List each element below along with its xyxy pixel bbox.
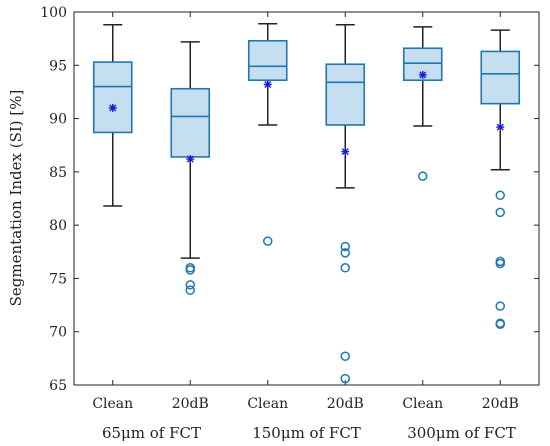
iqr-box <box>325 63 366 126</box>
iqr-box <box>170 87 211 158</box>
outlier-point <box>495 301 505 311</box>
outlier-point <box>418 171 428 181</box>
mean-marker <box>186 155 195 164</box>
y-tick-label: 100 <box>40 5 67 21</box>
box-5 <box>402 26 443 181</box>
y-axis: 65 70 75 80 85 90 95 100 <box>40 5 539 394</box>
y-tick-label: 70 <box>49 325 67 341</box>
box-6 <box>480 29 521 330</box>
x-tick-label: 20dB <box>327 396 364 412</box>
y-tick-label: 80 <box>49 218 67 234</box>
x-tick-label: Clean <box>247 396 288 412</box>
x-tick-label: 20dB <box>482 396 519 412</box>
outlier-point <box>340 241 350 252</box>
outlier-point <box>495 319 505 330</box>
mean-marker <box>341 147 350 156</box>
group-labels: 65μm of FCT 150μm of FCT 300μm of FCT <box>102 424 516 442</box>
iqr-box <box>480 50 521 105</box>
outlier-point <box>185 280 195 290</box>
x-axis: Clean 20dB Clean 20dB Clean 20dB <box>92 12 519 412</box>
group-label: 65μm of FCT <box>102 424 201 442</box>
mean-marker <box>263 80 272 89</box>
mean-marker <box>418 70 427 79</box>
outlier-point <box>340 248 350 258</box>
y-axis-label: Segmentation Index (SI) [%] <box>7 90 25 307</box>
y-tick-label: 90 <box>49 112 67 128</box>
mean-stroke <box>419 71 427 79</box>
outlier-point <box>263 236 273 246</box>
y-tick-label: 95 <box>49 58 67 74</box>
mean-marker <box>108 103 117 112</box>
outlier-point <box>495 258 505 269</box>
mean-stroke <box>109 104 117 112</box>
mean-stroke <box>341 148 349 156</box>
x-tick-label: Clean <box>402 396 443 412</box>
outlier-point <box>340 373 350 384</box>
x-tick-label: 20dB <box>172 396 209 412</box>
group-label: 300μm of FCT <box>407 424 516 442</box>
box-1 <box>92 24 133 207</box>
mean-stroke <box>496 123 504 131</box>
plot-area <box>73 11 540 386</box>
box-3 <box>247 22 288 246</box>
mean-marker <box>496 123 505 132</box>
box-series <box>92 22 521 384</box>
x-tick-label: Clean <box>92 396 133 412</box>
outlier-point <box>340 263 350 273</box>
outlier-point <box>495 207 505 218</box>
outlier-point <box>185 265 195 275</box>
mean-stroke <box>264 80 272 88</box>
iqr-box <box>92 61 133 134</box>
outlier-point <box>495 190 505 201</box>
y-tick-label: 65 <box>49 378 67 394</box>
box-4 <box>325 24 366 384</box>
outlier-point <box>185 285 195 295</box>
y-tick-label: 75 <box>49 271 67 287</box>
mean-stroke <box>186 155 194 163</box>
y-tick-label: 85 <box>49 165 67 181</box>
iqr-box <box>247 39 288 82</box>
group-label: 150μm of FCT <box>252 424 361 442</box>
outlier-point <box>340 351 350 361</box>
box-2 <box>170 41 211 295</box>
